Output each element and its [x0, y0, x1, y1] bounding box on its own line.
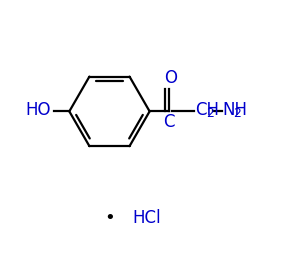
Text: NH: NH [222, 101, 247, 119]
Text: HO: HO [26, 101, 51, 119]
Text: CH: CH [195, 101, 219, 119]
Text: HCl: HCl [133, 208, 161, 227]
Text: •: • [104, 208, 115, 227]
Text: 2: 2 [206, 107, 214, 120]
Text: C: C [163, 113, 175, 131]
Text: O: O [164, 69, 177, 87]
Text: 2: 2 [233, 107, 241, 120]
